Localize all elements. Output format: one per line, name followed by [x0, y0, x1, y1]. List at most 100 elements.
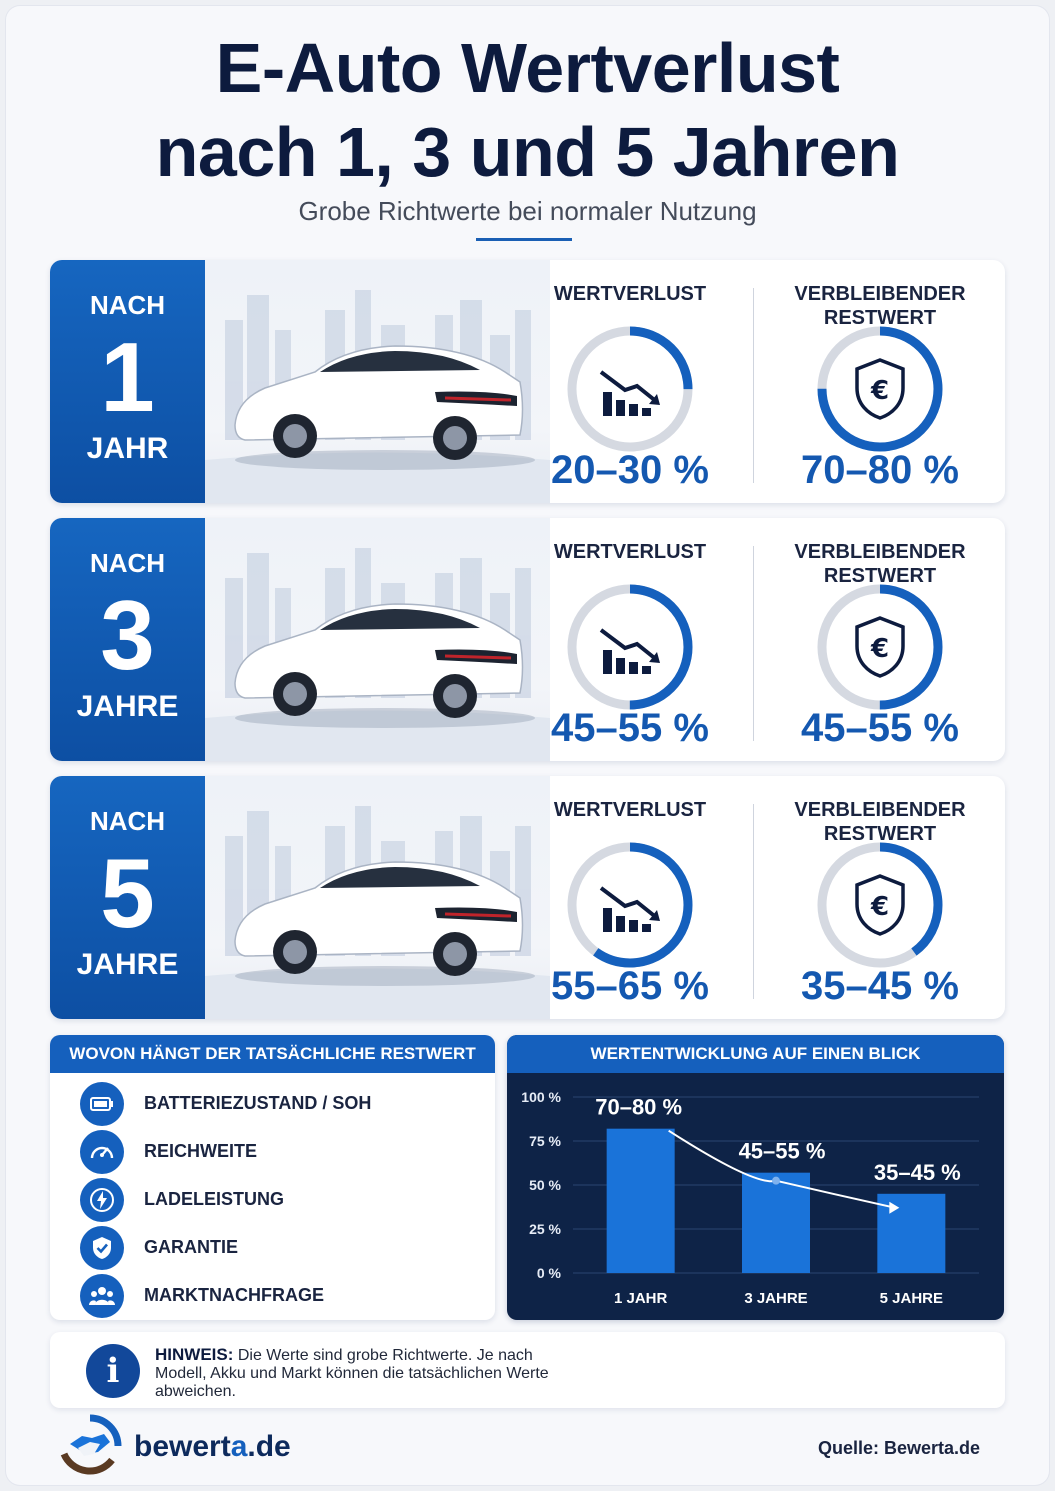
loss-metric: WERTVERLUST 45–55 % — [505, 518, 755, 761]
loss-value: 45–55 % — [551, 706, 709, 750]
rest-label: VERBLEIBENDER RESTWERT — [755, 540, 1005, 588]
metric-divider — [753, 546, 754, 741]
factor-warranty: GARANTIE — [80, 1226, 480, 1270]
loss-value: 20–30 % — [551, 448, 709, 492]
rest-value: 35–45 % — [801, 964, 959, 1008]
rest-label-line2: RESTWERT — [823, 565, 937, 587]
bar — [742, 1172, 810, 1273]
rest-ring-gauge: € — [817, 584, 943, 710]
svg-text:€: € — [870, 892, 889, 922]
loss-label: WERTVERLUST — [553, 283, 707, 305]
rest-label-line2: RESTWERT — [823, 823, 937, 845]
period-number: 3 — [100, 580, 155, 690]
value-chart-panel: WERTENTWICKLUNG AUF EINEN BLICK 100 % 75 … — [507, 1035, 1004, 1320]
factor-charging: LADELEISTUNG — [80, 1178, 480, 1222]
x-tick-label: 1 JAHR — [614, 1290, 668, 1307]
rest-metric: VERBLEIBENDER RESTWERT € 70–80 % — [755, 260, 1005, 503]
value-bar-chart: 100 % 75 % 50 % 25 % 0 % 1 JAHR 70–80 % 3 JAHRE… — [521, 1089, 979, 1307]
page-title-line1: E-Auto Wertverlust — [215, 29, 840, 107]
speedometer-icon — [80, 1130, 124, 1174]
loss-label: WERTVERLUST — [553, 799, 707, 821]
rest-label: VERBLEIBENDER RESTWERT — [755, 282, 1005, 330]
loss-ring-gauge — [567, 584, 693, 710]
bar — [606, 1128, 675, 1273]
period-unit: JAHRE — [76, 690, 179, 723]
rest-metric: VERBLEIBENDER RESTWERT € 35–45 % — [755, 776, 1005, 1019]
car-illustration — [205, 776, 550, 1019]
data-label: 35–45 % — [874, 1160, 961, 1185]
period-unit: JAHRE — [76, 948, 179, 981]
rest-label-line1: VERBLEIBENDER — [794, 283, 966, 305]
euro-shield-icon: € — [855, 616, 905, 678]
trend-arrow-head — [889, 1201, 900, 1214]
chart-down-icon — [599, 370, 660, 416]
brand-name: bewerta.de — [134, 1430, 291, 1464]
loss-ring-gauge — [567, 842, 693, 968]
period-prefix: NACH — [89, 806, 166, 836]
period-number: 5 — [100, 838, 155, 948]
y-tick-label: 75 % — [529, 1133, 561, 1149]
trend-point — [772, 1176, 780, 1185]
chart-down-icon — [599, 628, 660, 674]
rest-ring-gauge: € — [817, 326, 943, 452]
rest-label-line2: RESTWERT — [823, 307, 937, 329]
hint-body: Die Werte sind grobe Richtwerte. Je nach… — [155, 1347, 549, 1400]
hint-box: i HINWEIS: Die Werte sind grobe Richtwer… — [50, 1332, 1005, 1408]
loss-metric: WERTVERLUST 20–30 % — [505, 260, 755, 503]
info-icon: i — [86, 1344, 140, 1398]
data-label: 45–55 % — [739, 1139, 826, 1164]
battery-icon — [80, 1082, 124, 1126]
loss-label: WERTVERLUST — [553, 541, 707, 563]
source-text: Quelle: Bewerta.de — [818, 1438, 981, 1458]
rest-value: 45–55 % — [801, 706, 959, 750]
factors-panel: WOVON HÄNGT DER TATSÄCHLICHE RESTWERT AB… — [50, 1035, 495, 1320]
shield-check-icon — [80, 1226, 124, 1270]
rest-ring-gauge: € — [817, 842, 943, 968]
factors-heading: WOVON HÄNGT DER TATSÄCHLICHE RESTWERT AB… — [50, 1035, 495, 1101]
rest-metric: VERBLEIBENDER RESTWERT € 45–55 % — [755, 518, 1005, 761]
data-label: 70–80 % — [595, 1095, 682, 1120]
hint-text: HINWEIS: Die Werte sind grobe Richtwerte… — [155, 1346, 585, 1401]
svg-text:€: € — [870, 376, 889, 406]
brand-name-suffix: .de — [247, 1430, 291, 1463]
car-illustration — [205, 518, 550, 761]
rest-value: 70–80 % — [801, 448, 959, 492]
y-tick-label: 25 % — [529, 1221, 561, 1237]
factor-battery: BATTERIEZUSTAND / SOH — [80, 1082, 480, 1126]
factor-range: REICHWEITE — [80, 1130, 480, 1174]
euro-shield-icon: € — [855, 874, 905, 936]
euro-shield-icon: € — [855, 358, 905, 420]
x-tick-label: 3 JAHRE — [744, 1290, 807, 1307]
page-subtitle: Grobe Richtwerte bei normaler Nutzung — [298, 196, 757, 226]
metric-divider — [753, 288, 754, 483]
loss-metric: WERTVERLUST 55–65 % — [505, 776, 755, 1019]
metric-divider — [753, 804, 754, 999]
y-tick-label: 0 % — [537, 1265, 562, 1281]
brand-name-accent: a — [230, 1430, 248, 1463]
y-tick-label: 50 % — [529, 1177, 561, 1193]
period-card: NACH 1 JAHR WERTVERLUST — [50, 260, 1005, 503]
period-unit: JAHR — [86, 432, 169, 465]
people-icon — [80, 1274, 124, 1318]
loss-value: 55–65 % — [551, 964, 709, 1008]
svg-text:€: € — [870, 634, 889, 664]
factor-label: BATTERIEZUSTAND / SOH — [144, 1093, 372, 1113]
period-tag: NACH 3 JAHRE — [50, 518, 205, 761]
chart-down-icon — [599, 886, 660, 932]
factor-label: GARANTIE — [144, 1237, 238, 1257]
period-prefix: NACH — [89, 548, 166, 578]
period-tag: NACH 5 JAHRE — [50, 776, 205, 1019]
brand-name-main: bewert — [134, 1430, 231, 1463]
period-tag: NACH 1 JAHR — [50, 260, 205, 503]
handshake-logo-icon — [60, 1414, 122, 1475]
rest-label-line1: VERBLEIBENDER — [794, 799, 966, 821]
chart-title: WERTENTWICKLUNG AUF EINEN BLICK — [507, 1035, 1004, 1073]
period-card: NACH 3 JAHRE WERTVERLUST — [50, 518, 1005, 761]
x-tick-label: 5 JAHRE — [880, 1290, 943, 1307]
page-title-line2: nach 1, 3 und 5 Jahren — [155, 113, 900, 191]
hint-label: HINWEIS: — [155, 1345, 234, 1364]
factor-demand: MARKTNACHFRAGE — [80, 1274, 480, 1318]
period-number: 1 — [100, 322, 155, 432]
period-prefix: NACH — [89, 290, 166, 320]
loss-ring-gauge — [567, 326, 693, 452]
